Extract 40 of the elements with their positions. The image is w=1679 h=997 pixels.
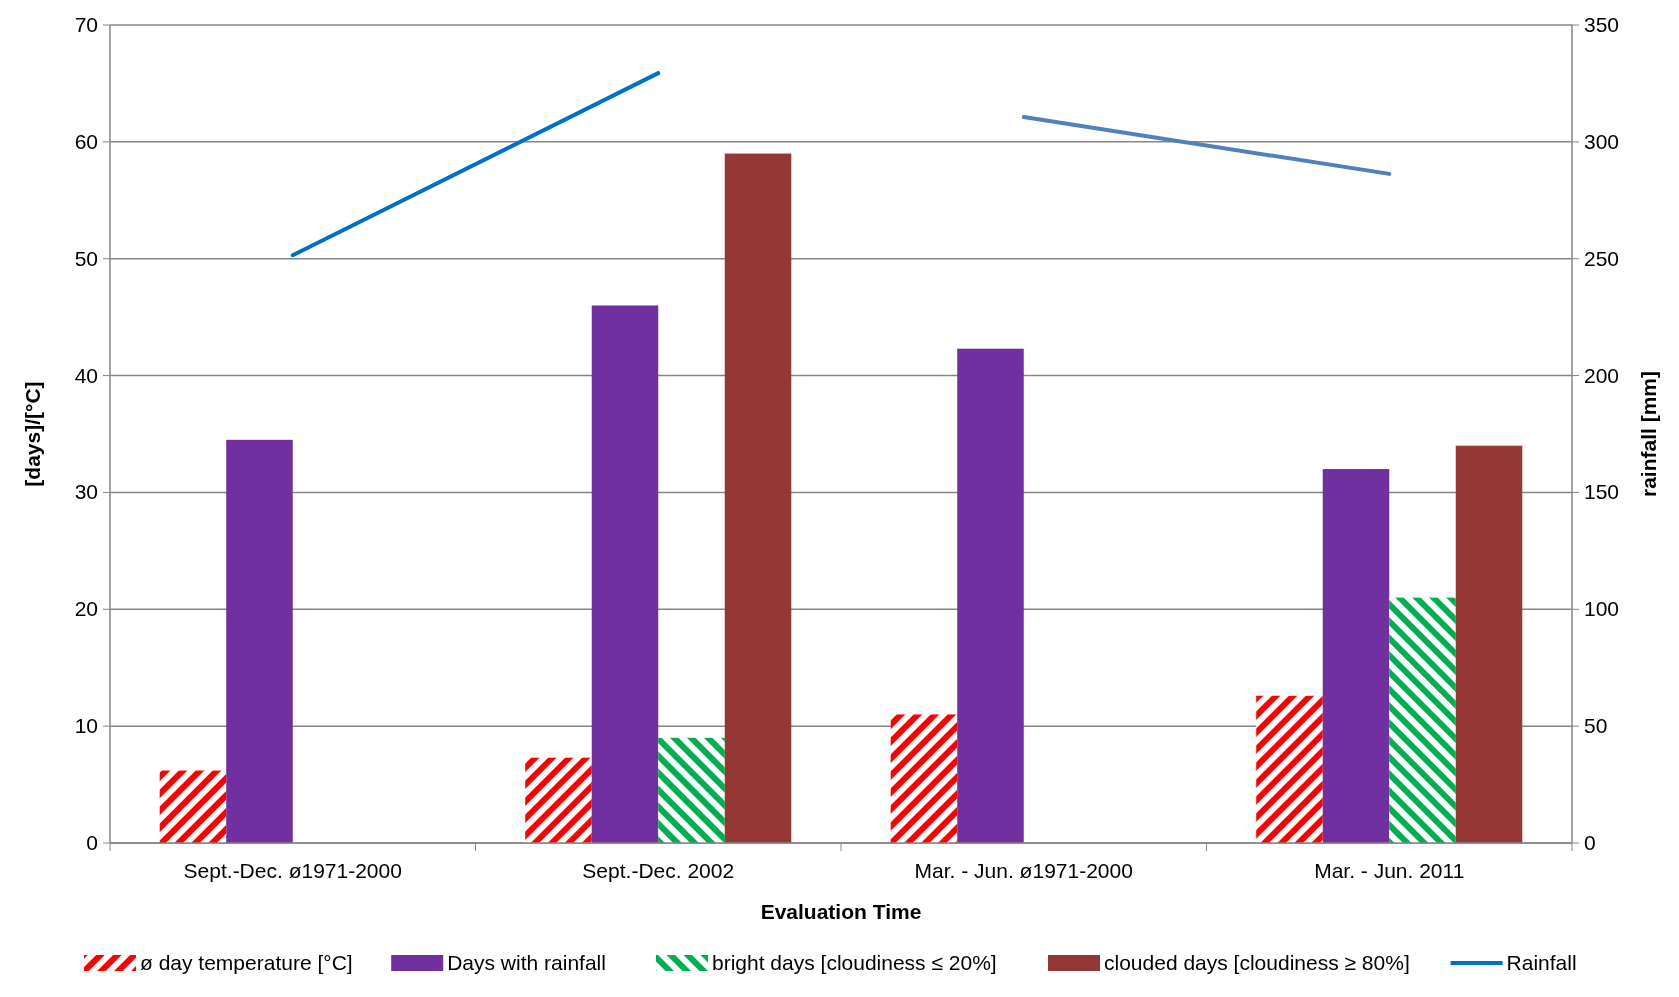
y2-tick-label: 100 bbox=[1584, 597, 1620, 621]
bar bbox=[591, 305, 659, 843]
bar bbox=[658, 737, 725, 843]
bar bbox=[724, 153, 792, 843]
bar bbox=[890, 714, 958, 843]
y-tick-label: 40 bbox=[74, 363, 98, 387]
y-tick-label: 30 bbox=[74, 480, 98, 504]
x-axis-title: Evaluation Time bbox=[760, 900, 922, 923]
bar bbox=[1455, 445, 1523, 843]
y2-tick-label: 350 bbox=[1584, 13, 1620, 36]
y-tick-label: 70 bbox=[74, 13, 98, 36]
y-tick-label: 0 bbox=[86, 831, 98, 854]
bar bbox=[1389, 597, 1456, 843]
y-tick-label: 50 bbox=[74, 246, 98, 270]
y2-axis-title: rainfall [mm] bbox=[1637, 370, 1660, 498]
x-tick-label: Sept.-Dec. ø1971-2000 bbox=[183, 859, 402, 882]
y2-tick-label: 150 bbox=[1584, 480, 1620, 504]
y-tick-label: 20 bbox=[74, 597, 98, 621]
x-tick-label: Mar. - Jun. ø1971-2000 bbox=[914, 859, 1133, 882]
legend-label: Days with rainfall bbox=[447, 951, 606, 974]
y2-tick-label: 0 bbox=[1584, 831, 1596, 854]
y-tick-label: 60 bbox=[74, 129, 98, 153]
y2-tick-label: 50 bbox=[1584, 714, 1608, 738]
bar bbox=[525, 757, 592, 843]
y-tick-label: 10 bbox=[74, 714, 98, 738]
y2-tick-label: 250 bbox=[1584, 246, 1620, 270]
legend-label: ø day temperature [°C] bbox=[140, 951, 353, 974]
bar bbox=[226, 439, 293, 843]
y2-tick-label: 300 bbox=[1584, 129, 1620, 153]
bar bbox=[1322, 469, 1390, 843]
y2-tick-label: 200 bbox=[1584, 363, 1620, 387]
x-tick-label: Mar. - Jun. 2011 bbox=[1314, 859, 1465, 882]
legend-label: clouded days [cloudiness ≥ 80%] bbox=[1104, 951, 1410, 974]
bar bbox=[957, 348, 1024, 843]
x-tick-label: Sept.-Dec. 2002 bbox=[582, 859, 735, 882]
legend-label: bright days [cloudiness ≤ 20%] bbox=[712, 951, 997, 974]
legend-label: Rainfall bbox=[1506, 951, 1577, 974]
y-axis-title: [days]/[°C] bbox=[21, 381, 44, 487]
bar bbox=[159, 770, 227, 843]
bar bbox=[1256, 695, 1323, 843]
